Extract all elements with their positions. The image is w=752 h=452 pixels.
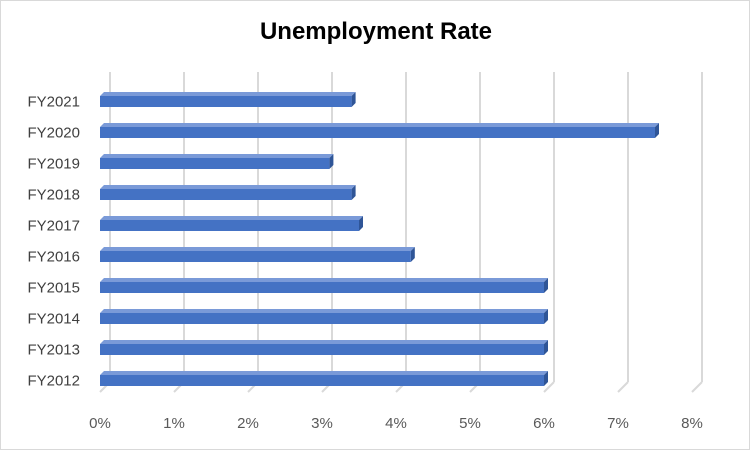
bar <box>100 189 352 200</box>
bar-side <box>359 216 363 231</box>
y-category-label: FY2019 <box>27 156 80 173</box>
x-tick-label: 2% <box>237 415 259 432</box>
bar <box>100 220 359 231</box>
gridline-floor <box>543 381 555 393</box>
bar <box>100 282 544 293</box>
bar-top <box>100 216 363 220</box>
y-category-label: FY2012 <box>27 373 80 390</box>
gridline-floor <box>691 381 703 393</box>
x-tick-label: 3% <box>311 415 333 432</box>
y-category-label: FY2018 <box>27 187 80 204</box>
y-category-label: FY2021 <box>27 94 80 111</box>
bar-side <box>544 371 548 386</box>
bar-top <box>100 92 356 96</box>
x-tick-label: 8% <box>681 415 703 432</box>
bar-side <box>351 92 356 107</box>
bar <box>100 96 352 107</box>
bar-side <box>410 247 415 262</box>
bar-top <box>100 340 548 344</box>
y-category-label: FY2015 <box>27 280 80 297</box>
y-category-label: FY2013 <box>27 342 80 359</box>
x-tick-label: 5% <box>459 415 481 432</box>
bar <box>100 158 330 169</box>
x-tick-label: 6% <box>533 415 555 432</box>
x-tick-label: 1% <box>163 415 185 432</box>
bar <box>100 375 544 386</box>
bar <box>100 313 544 324</box>
y-category-label: FY2016 <box>27 249 80 266</box>
chart-title: Unemployment Rate <box>259 18 493 45</box>
bar-top <box>100 185 356 189</box>
y-category-label: FY2014 <box>27 311 80 328</box>
bar <box>100 127 655 138</box>
bar <box>100 344 544 355</box>
y-category-label: FY2020 <box>27 125 80 142</box>
bar-top <box>100 371 548 375</box>
bar-side <box>329 154 334 169</box>
bar-side <box>544 340 548 355</box>
y-category-label: FY2017 <box>27 218 80 235</box>
bar-top <box>100 154 334 158</box>
bar-side <box>544 309 548 324</box>
bar-top <box>100 123 659 127</box>
x-tick-label: 7% <box>607 415 629 432</box>
bar-side <box>655 123 659 138</box>
gridline-floor <box>617 381 629 393</box>
bar-top <box>100 247 415 251</box>
x-tick-label: 4% <box>385 415 407 432</box>
bar-side <box>351 185 356 200</box>
x-tick-label: 0% <box>89 415 111 432</box>
bar-top <box>100 278 548 282</box>
bar-top <box>100 309 548 313</box>
bar-side <box>544 278 548 293</box>
bar <box>100 251 411 262</box>
